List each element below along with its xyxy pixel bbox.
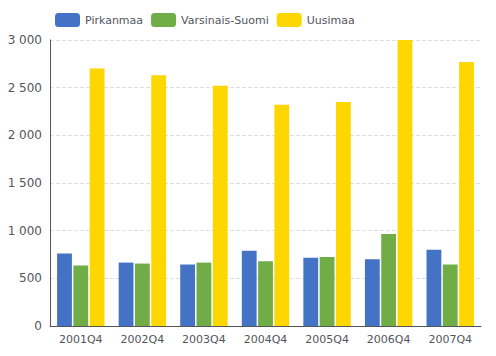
svg-text:3 000: 3 000 — [8, 33, 42, 47]
svg-text:1 500: 1 500 — [8, 176, 42, 190]
svg-text:2 500: 2 500 — [8, 81, 42, 95]
svg-text:2002Q4: 2002Q4 — [121, 333, 165, 346]
svg-text:2005Q4: 2005Q4 — [305, 333, 349, 346]
svg-text:2003Q4: 2003Q4 — [182, 333, 226, 346]
svg-text:2006Q4: 2006Q4 — [367, 333, 411, 346]
svg-text:1 000: 1 000 — [8, 224, 42, 238]
svg-text:500: 500 — [19, 271, 42, 285]
svg-text:0: 0 — [34, 319, 42, 333]
svg-text:2004Q4: 2004Q4 — [244, 333, 288, 346]
svg-text:Uusimaa: Uusimaa — [307, 14, 355, 27]
svg-text:2007Q4: 2007Q4 — [428, 333, 472, 346]
svg-text:2 000: 2 000 — [8, 128, 42, 142]
svg-text:Pirkanmaa: Pirkanmaa — [85, 14, 143, 27]
svg-text:2001Q4: 2001Q4 — [59, 333, 103, 346]
svg-text:Varsinais-Suomi: Varsinais-Suomi — [181, 14, 269, 27]
